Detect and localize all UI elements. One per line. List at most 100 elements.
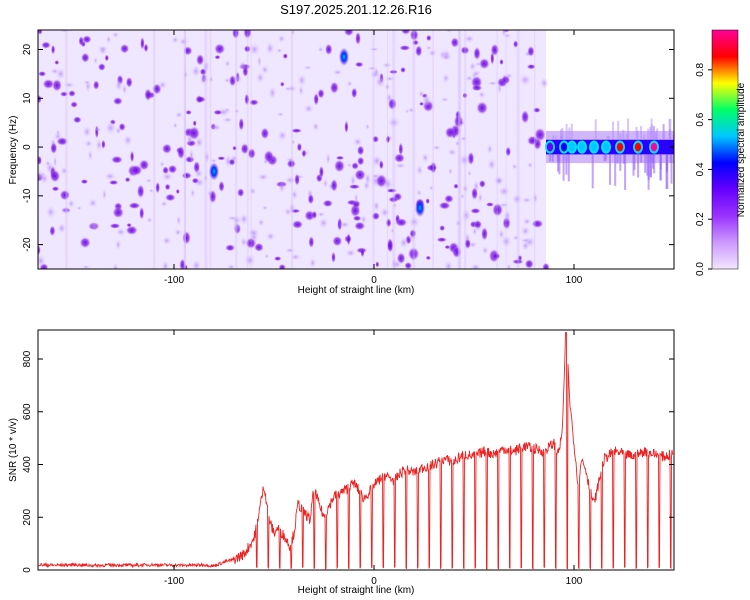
- noise-blob: [429, 185, 434, 191]
- noise-blob: [416, 164, 424, 176]
- noise-blob: [38, 94, 42, 104]
- band-streak: [646, 154, 649, 176]
- noise-blob: [196, 54, 205, 66]
- band-streak: [567, 154, 570, 182]
- noise-blob: [386, 239, 394, 253]
- noise-blob: [452, 246, 462, 259]
- noise-blob: [277, 34, 286, 44]
- noise-blob: [228, 158, 236, 166]
- noise-blob: [469, 61, 477, 71]
- noise-blob: [294, 173, 300, 186]
- band-streak: [647, 154, 650, 180]
- noise-blob: [458, 153, 471, 167]
- band-peak: [546, 142, 554, 152]
- noise-blob: [317, 88, 325, 99]
- noise-blob: [440, 97, 450, 102]
- noise-blob: [49, 225, 56, 237]
- noise-blob: [249, 186, 257, 196]
- noise-streak: [412, 30, 416, 269]
- noise-blob: [54, 60, 60, 65]
- noise-blob: [190, 188, 195, 199]
- noise-blob: [399, 236, 409, 249]
- noise-blob: [93, 56, 98, 65]
- noise-blob: [194, 136, 204, 149]
- snr-series: [38, 332, 674, 570]
- noise-blob: [492, 203, 504, 217]
- band-peak: [634, 142, 642, 152]
- noise-blob: [521, 240, 530, 251]
- x-tick-label: 0: [371, 576, 377, 587]
- noise-blob: [522, 217, 532, 226]
- noise-blob: [38, 254, 46, 268]
- noise-streak: [534, 30, 536, 269]
- noise-blob: [183, 46, 193, 56]
- noise-blob: [84, 139, 93, 148]
- noise-streak: [457, 30, 461, 269]
- noise-blob: [38, 244, 41, 256]
- noise-blob: [278, 180, 286, 194]
- noise-blob: [418, 90, 425, 98]
- noise-blob: [308, 236, 315, 248]
- band-streak: [560, 135, 563, 140]
- chart-title: S197.2025.201.12.26.R16: [280, 2, 432, 17]
- noise-blob: [265, 41, 275, 56]
- noise-blob: [511, 193, 523, 205]
- noise-blob: [471, 187, 478, 200]
- noise-blob: [94, 124, 99, 139]
- noise-blob: [68, 90, 76, 97]
- noise-blob: [264, 253, 269, 259]
- noise-blob: [45, 205, 56, 219]
- noise-blob: [460, 193, 465, 199]
- band-streak: [649, 154, 652, 178]
- noise-blob: [49, 169, 61, 183]
- noise-blob: [360, 214, 367, 225]
- noise-blob: [539, 77, 549, 89]
- noise-blob: [322, 178, 328, 189]
- noise-blob: [280, 81, 285, 87]
- noise-blob: [82, 35, 92, 44]
- band-streak: [565, 154, 568, 175]
- colorbar-label: Normalized spectral amplitude: [736, 82, 747, 217]
- noise-blob: [365, 123, 370, 131]
- noise-blob: [106, 35, 112, 44]
- noise-blob: [527, 162, 534, 169]
- noise-blob: [312, 121, 320, 132]
- noise-blob: [450, 37, 460, 48]
- band-peak: [590, 142, 598, 152]
- noise-blob: [104, 121, 117, 135]
- noise-blob: [524, 259, 534, 269]
- noise-blob: [511, 163, 518, 170]
- noise-blob: [161, 143, 172, 154]
- noise-blob: [370, 173, 381, 179]
- noise-blob: [51, 44, 56, 55]
- noise-blob: [400, 66, 406, 73]
- band-streak: [627, 118, 630, 140]
- noise-blob: [426, 164, 438, 172]
- noise-blob: [519, 73, 531, 87]
- noise-blob: [199, 68, 207, 76]
- noise-streak: [235, 30, 238, 269]
- noise-blob: [478, 90, 486, 99]
- noise-blob: [67, 199, 75, 209]
- band-streak: [637, 154, 640, 178]
- spectrogram-y-label: Frequency (Hz): [8, 116, 19, 185]
- band-streak: [640, 125, 643, 140]
- noise-blob: [38, 30, 43, 35]
- noise-blob: [199, 73, 209, 86]
- band-peak: [602, 142, 610, 152]
- band-streak: [570, 123, 573, 140]
- noise-blob: [167, 164, 178, 174]
- noise-blob: [191, 259, 201, 269]
- band-streak: [669, 154, 672, 163]
- band-streak: [653, 154, 656, 174]
- noise-blob: [527, 46, 535, 57]
- noise-blob: [222, 117, 233, 123]
- noise-blob: [191, 177, 199, 184]
- noise-blob: [73, 116, 82, 124]
- noise-blob: [478, 58, 490, 70]
- noise-blob: [234, 108, 240, 114]
- band-peak: [568, 142, 576, 152]
- noise-blob: [266, 231, 276, 241]
- noise-blob: [390, 228, 395, 234]
- noise-blob: [531, 219, 544, 228]
